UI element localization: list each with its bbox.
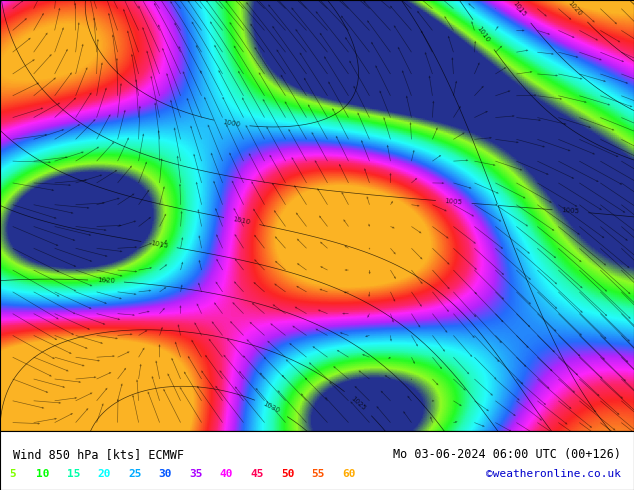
Text: 20: 20 [98, 469, 111, 479]
Text: 1005: 1005 [561, 207, 579, 215]
Text: 1010: 1010 [476, 25, 491, 44]
Text: 1020: 1020 [567, 0, 583, 17]
Text: 1015: 1015 [512, 0, 527, 18]
Text: 15: 15 [67, 469, 81, 479]
Text: 45: 45 [250, 469, 264, 479]
Text: ©weatheronline.co.uk: ©weatheronline.co.uk [486, 469, 621, 479]
Text: 1005: 1005 [444, 198, 463, 206]
Text: 40: 40 [220, 469, 233, 479]
Text: 60: 60 [342, 469, 356, 479]
Text: 1000: 1000 [223, 119, 241, 128]
Text: 30: 30 [158, 469, 172, 479]
Text: 10: 10 [37, 469, 50, 479]
Text: 1015: 1015 [150, 240, 169, 249]
Text: 50: 50 [281, 469, 294, 479]
Text: 1010: 1010 [232, 217, 251, 226]
Text: 1025: 1025 [350, 395, 367, 412]
Text: 1030: 1030 [262, 401, 281, 415]
Text: 25: 25 [128, 469, 141, 479]
Text: Wind 850 hPa [kts] ECMWF: Wind 850 hPa [kts] ECMWF [13, 448, 184, 461]
Text: 1020: 1020 [97, 277, 115, 284]
Text: 55: 55 [311, 469, 325, 479]
Text: 35: 35 [189, 469, 203, 479]
Text: 5: 5 [10, 469, 16, 479]
Text: Mo 03-06-2024 06:00 UTC (00+126): Mo 03-06-2024 06:00 UTC (00+126) [393, 448, 621, 461]
